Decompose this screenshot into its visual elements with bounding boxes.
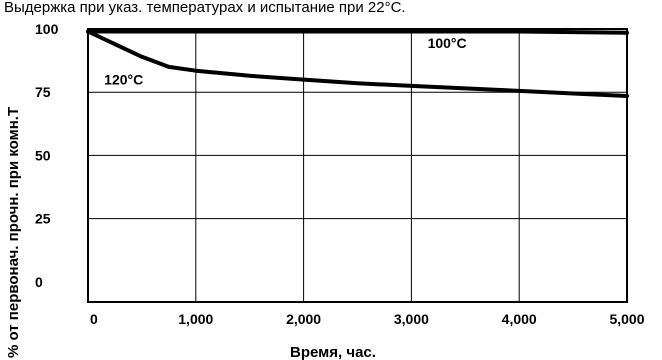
x-tick-label: 2,000 [286,311,321,327]
plot-frame [87,28,628,303]
x-tick-label: 5,000 [609,311,644,327]
series-annotations: 100°C 120°C [104,35,466,88]
y-axis-label: % от первонач. прочн. при комн.Т [5,107,22,358]
y-tick-label: 50 [35,147,51,163]
series-label-120c: 120°C [104,72,143,88]
series-line [86,29,629,98]
series-label-100c: 100°C [428,35,467,51]
x-tick-label: 4,000 [502,311,537,327]
tick-labels: 0 1,000 2,000 3,000 4,000 5,000 0 25 50 75 100 [35,21,645,327]
x-tick-label: 1,000 [178,311,213,327]
grid [88,29,627,302]
series-line [86,29,629,35]
y-tick-label: 25 [35,211,51,227]
x-tick-label: 0 [90,311,98,327]
series-layer [86,29,629,98]
chart-title: Выдержка при указ. температурах и испыта… [4,0,406,16]
y-tick-label: 100 [35,21,59,37]
x-axis-label: Время, час. [290,344,376,360]
y-tick-label: 75 [35,84,51,100]
x-tick-label: 3,000 [394,311,429,327]
y-tick-label: 0 [35,274,43,290]
